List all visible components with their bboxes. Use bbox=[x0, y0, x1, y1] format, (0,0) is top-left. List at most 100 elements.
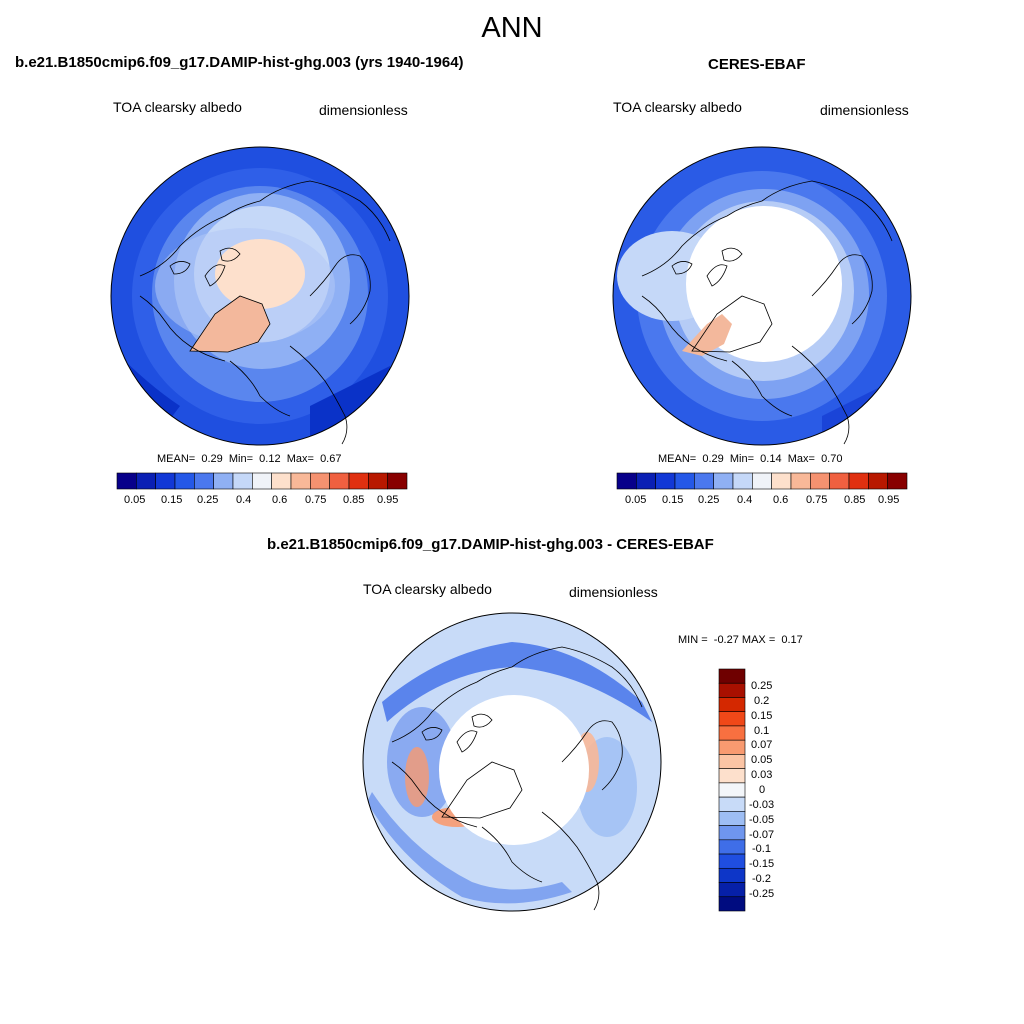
panel3-variable-label: TOA clearsky albedo bbox=[363, 581, 492, 597]
panel3-polar-map bbox=[362, 612, 662, 912]
colorbar-swatch bbox=[887, 472, 908, 490]
colorbar-swatch bbox=[232, 472, 253, 490]
panel2-colorbar-tick: 0.6 bbox=[773, 494, 789, 506]
panel1-colorbar-tick: 0.6 bbox=[272, 494, 288, 506]
panel1-variable-label: TOA clearsky albedo bbox=[113, 99, 242, 115]
colorbar-swatch bbox=[718, 711, 746, 727]
panel2-colorbar-tick: 0.85 bbox=[844, 494, 866, 506]
colorbar-swatch bbox=[636, 472, 656, 490]
panel3-colorbar-tick: -0.05 bbox=[749, 814, 775, 826]
colorbar-swatch bbox=[718, 796, 746, 812]
panel3-colorbar-tick: -0.1 bbox=[752, 843, 771, 855]
panel2-variable-label: TOA clearsky albedo bbox=[613, 99, 742, 115]
panel3-min-value: -0.27 bbox=[713, 634, 739, 646]
colorbar-swatch bbox=[174, 472, 195, 490]
colorbar-swatch bbox=[271, 472, 292, 490]
panel1-colorbar-tick: 0.05 bbox=[124, 494, 146, 506]
panel2-mean-value: 0.29 bbox=[702, 453, 724, 465]
panel3-colorbar-tick: -0.2 bbox=[752, 873, 771, 885]
panel2-stats: MEAN= 0.29 Min= 0.14 Max= 0.70 bbox=[658, 453, 842, 465]
panel1-colorbar-tick: 0.4 bbox=[236, 494, 252, 506]
colorbar-swatch bbox=[718, 811, 746, 826]
panel1-colorbar-tick: 0.75 bbox=[305, 494, 327, 506]
colorbar-swatch bbox=[718, 825, 746, 841]
colorbar-swatch bbox=[616, 472, 637, 490]
colorbar-swatch bbox=[252, 472, 272, 490]
colorbar-swatch bbox=[718, 896, 746, 912]
panel2-min-value: 0.14 bbox=[760, 453, 782, 465]
panel2-colorbar-tick: 0.95 bbox=[878, 494, 900, 506]
panel2-colorbar-tick: 0.05 bbox=[625, 494, 647, 506]
colorbar-swatch bbox=[116, 472, 137, 490]
figure-title: ANN bbox=[481, 12, 543, 44]
colorbar-swatch bbox=[290, 472, 311, 490]
panel3-units-label: dimensionless bbox=[569, 584, 658, 600]
colorbar-swatch bbox=[718, 754, 746, 769]
panel2-polar-map bbox=[612, 146, 912, 446]
panel1-max-value: 0.67 bbox=[320, 453, 342, 465]
colorbar-swatch bbox=[868, 472, 888, 490]
panel1-colorbar-tick: 0.15 bbox=[161, 494, 183, 506]
panel1-colorbar-tick: 0.95 bbox=[377, 494, 399, 506]
panel1-mean-label: MEAN= bbox=[157, 453, 196, 465]
colorbar-swatch bbox=[213, 472, 234, 490]
panel2-max-value: 0.70 bbox=[821, 453, 843, 465]
panel3-colorbar-tick: 0.07 bbox=[751, 739, 773, 751]
colorbar-swatch bbox=[718, 725, 746, 741]
colorbar-swatch bbox=[771, 472, 792, 490]
panel3-colorbar-tick: 0.1 bbox=[754, 725, 770, 737]
colorbar-swatch bbox=[655, 472, 676, 490]
panel3-colorbar-tick: 0 bbox=[759, 784, 766, 796]
panel2-colorbar-tick: 0.15 bbox=[662, 494, 684, 506]
colorbar-swatch bbox=[329, 472, 350, 490]
colorbar-swatch bbox=[718, 668, 746, 684]
colorbar-swatch bbox=[718, 697, 746, 713]
panel2-colorbar-tick: 0.4 bbox=[737, 494, 753, 506]
panel3-colorbar-tick: -0.07 bbox=[749, 829, 775, 841]
colorbar-swatch bbox=[194, 472, 214, 490]
panel1-colorbar-tick: 0.85 bbox=[343, 494, 365, 506]
panel3-min-label: MIN = bbox=[678, 634, 708, 646]
colorbar-swatch bbox=[790, 472, 811, 490]
panel1-min-label: Min= bbox=[228, 453, 254, 465]
colorbar-swatch bbox=[718, 739, 746, 755]
panel1-max-label: Max= bbox=[286, 453, 314, 465]
panel3-title: b.e21.B1850cmip6.f09_g17.DAMIP-hist-ghg.… bbox=[267, 536, 714, 553]
panel3-colorbar-tick: -0.25 bbox=[749, 888, 775, 900]
panel1-colorbar-tick: 0.25 bbox=[197, 494, 219, 506]
colorbar-swatch bbox=[718, 839, 746, 855]
panel3-stats: MIN = -0.27 MAX = 0.17 bbox=[678, 634, 803, 646]
colorbar-swatch bbox=[829, 472, 850, 490]
colorbar-swatch bbox=[310, 472, 330, 490]
panel3-colorbar-tick: 0.25 bbox=[751, 680, 773, 692]
panel1-title: b.e21.B1850cmip6.f09_g17.DAMIP-hist-ghg.… bbox=[15, 54, 464, 71]
colorbar-swatch bbox=[752, 472, 772, 490]
colorbar-swatch bbox=[348, 472, 369, 490]
panel2-colorbar-tick: 0.75 bbox=[806, 494, 828, 506]
panel3-colorbar-tick: -0.15 bbox=[749, 858, 775, 870]
panel3-colorbar-tick: -0.03 bbox=[749, 799, 775, 811]
colorbar-swatch bbox=[387, 472, 408, 490]
panel1-colorbar bbox=[116, 472, 408, 490]
colorbar-swatch bbox=[674, 472, 695, 490]
panel1-stats: MEAN= 0.29 Min= 0.12 Max= 0.67 bbox=[157, 453, 341, 465]
panel2-min-label: Min= bbox=[729, 453, 755, 465]
colorbar-swatch bbox=[368, 472, 388, 490]
colorbar-swatch bbox=[848, 472, 869, 490]
panel2-colorbar bbox=[616, 472, 908, 490]
colorbar-swatch bbox=[718, 682, 746, 698]
panel3-colorbar-tick: 0.2 bbox=[754, 695, 770, 707]
panel3-colorbar-tick: 0.05 bbox=[751, 754, 773, 766]
panel1-units-label: dimensionless bbox=[319, 102, 408, 118]
panel2-mean-label: MEAN= bbox=[658, 453, 697, 465]
panel3-colorbar-tick: 0.15 bbox=[751, 710, 773, 722]
panel2-colorbar-tick: 0.25 bbox=[698, 494, 720, 506]
panel1-min-value: 0.12 bbox=[259, 453, 281, 465]
panel3-max-value: 0.17 bbox=[781, 634, 803, 646]
panel3-colorbar bbox=[718, 668, 746, 912]
colorbar-swatch bbox=[713, 472, 734, 490]
colorbar-swatch bbox=[718, 882, 746, 898]
colorbar-swatch bbox=[718, 853, 746, 869]
colorbar-swatch bbox=[694, 472, 714, 490]
panel2-units-label: dimensionless bbox=[820, 102, 909, 118]
